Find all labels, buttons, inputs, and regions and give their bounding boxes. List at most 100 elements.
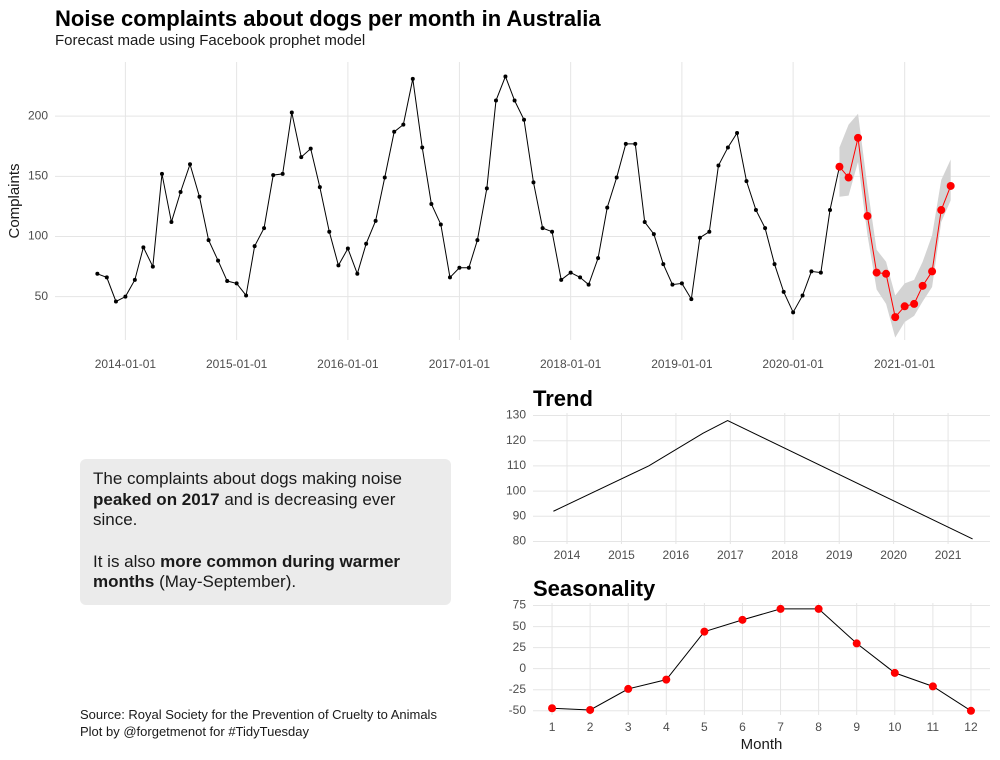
- point: [280, 171, 285, 176]
- point: [512, 98, 517, 103]
- point: [299, 155, 304, 160]
- x-tick-label: 11: [927, 720, 940, 734]
- point: [150, 264, 155, 269]
- point: [891, 313, 900, 322]
- point: [605, 205, 610, 210]
- point: [946, 181, 955, 190]
- chart-title: Noise complaints about dogs per month in…: [55, 6, 601, 31]
- line: [97, 75, 840, 314]
- y-tick-label: 0: [519, 661, 526, 675]
- y-tick-label: 100: [28, 229, 48, 243]
- y-tick-label: 75: [513, 598, 527, 612]
- point: [614, 175, 619, 180]
- point: [900, 302, 909, 311]
- point: [835, 162, 844, 171]
- point: [809, 269, 814, 274]
- point: [642, 220, 647, 225]
- point: [738, 615, 747, 624]
- annotation-text: more common during warmer months: [93, 551, 401, 592]
- point: [586, 705, 595, 714]
- x-tick-label: 2017-01-01: [429, 357, 491, 371]
- point: [697, 235, 702, 240]
- point: [707, 229, 712, 234]
- x-tick-label: 12: [964, 720, 978, 734]
- y-tick-label: 130: [506, 408, 526, 422]
- point: [159, 171, 164, 176]
- y-tick-label: 110: [507, 458, 526, 472]
- point: [466, 265, 471, 270]
- point: [800, 293, 805, 298]
- point: [206, 238, 211, 243]
- x-tick-label: 2014-01-01: [95, 357, 157, 371]
- point: [814, 604, 823, 613]
- caption-line: Source: Royal Society for the Prevention…: [80, 707, 437, 722]
- point: [178, 189, 183, 194]
- point: [132, 277, 137, 282]
- point: [791, 310, 796, 315]
- point: [503, 74, 508, 79]
- point: [661, 262, 666, 267]
- point: [725, 145, 730, 150]
- point: [753, 208, 758, 213]
- y-tick-label: 50: [513, 619, 527, 633]
- x-tick-label: 7: [777, 720, 784, 734]
- point: [141, 245, 146, 250]
- point: [336, 263, 341, 268]
- point: [928, 682, 937, 691]
- point: [700, 627, 709, 636]
- x-tick-label: 2017: [717, 548, 744, 562]
- point: [216, 258, 221, 263]
- annotation-text: (May-September).: [154, 572, 297, 591]
- x-tick-label: 2020: [880, 548, 907, 562]
- point: [744, 179, 749, 184]
- point: [169, 220, 174, 225]
- x-tick-label: 2018-01-01: [540, 357, 602, 371]
- caption: Source: Royal Society for the Prevention…: [80, 706, 437, 740]
- point: [484, 186, 489, 191]
- point: [493, 98, 498, 103]
- y-tick-label: 50: [35, 289, 49, 303]
- point: [225, 279, 230, 284]
- point: [596, 256, 601, 261]
- y-tick-label: 100: [506, 483, 526, 497]
- x-tick-label: 10: [888, 720, 902, 734]
- x-tick-label: 2014: [554, 548, 581, 562]
- point: [522, 117, 527, 122]
- point: [689, 297, 694, 302]
- point: [624, 684, 633, 693]
- x-tick-label: 5: [701, 720, 708, 734]
- point: [716, 163, 721, 168]
- x-axis-title: Month: [741, 736, 783, 753]
- point: [262, 226, 267, 231]
- point: [345, 246, 350, 251]
- point: [420, 145, 425, 150]
- x-tick-label: 4: [663, 720, 670, 734]
- point: [373, 218, 378, 223]
- point: [662, 675, 671, 684]
- point: [568, 270, 573, 275]
- point: [317, 185, 322, 190]
- point: [679, 281, 684, 286]
- x-tick-label: 6: [739, 720, 746, 734]
- y-tick-label: -25: [509, 682, 527, 696]
- y-tick-label: 25: [513, 640, 527, 654]
- x-tick-label: 2020-01-01: [762, 357, 824, 371]
- x-tick-label: 2019-01-01: [651, 357, 713, 371]
- point: [854, 133, 863, 142]
- point: [438, 222, 443, 227]
- point: [623, 141, 628, 146]
- point: [559, 277, 564, 282]
- point: [735, 131, 740, 136]
- y-tick-label: 120: [506, 433, 526, 447]
- point: [872, 268, 881, 277]
- annotation-box: The complaints about dogs making noise p…: [80, 459, 451, 605]
- point: [447, 275, 452, 280]
- point: [355, 271, 360, 276]
- point: [95, 271, 100, 276]
- point: [928, 267, 937, 276]
- point: [550, 229, 555, 234]
- annotation-text: The complaints about dogs making noise: [93, 469, 403, 488]
- point: [401, 122, 406, 127]
- x-tick-label: 2021-01-01: [874, 357, 936, 371]
